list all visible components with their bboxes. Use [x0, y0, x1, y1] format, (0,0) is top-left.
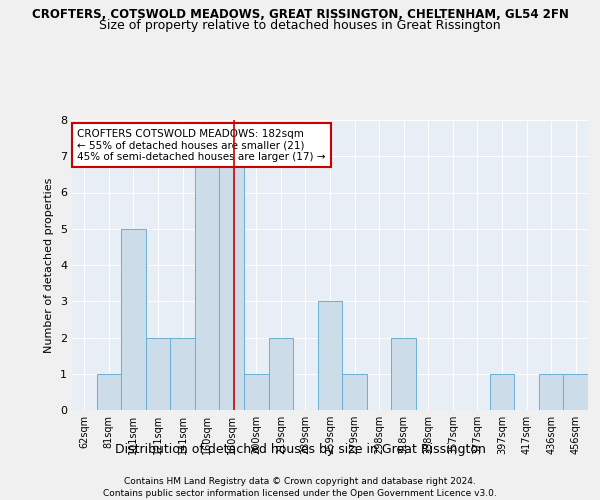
Bar — [97, 374, 121, 410]
Bar — [170, 338, 195, 410]
Bar — [220, 156, 244, 410]
Bar — [318, 301, 342, 410]
Text: Contains HM Land Registry data © Crown copyright and database right 2024.: Contains HM Land Registry data © Crown c… — [124, 478, 476, 486]
Bar — [269, 338, 293, 410]
Bar — [563, 374, 588, 410]
Bar — [146, 338, 170, 410]
Bar — [342, 374, 367, 410]
Bar — [244, 374, 269, 410]
Bar — [539, 374, 563, 410]
Bar — [490, 374, 514, 410]
Bar — [195, 156, 220, 410]
Text: CROFTERS COTSWOLD MEADOWS: 182sqm
← 55% of detached houses are smaller (21)
45% : CROFTERS COTSWOLD MEADOWS: 182sqm ← 55% … — [77, 128, 326, 162]
Bar — [121, 229, 146, 410]
Bar — [391, 338, 416, 410]
Text: Contains public sector information licensed under the Open Government Licence v3: Contains public sector information licen… — [103, 489, 497, 498]
Text: Size of property relative to detached houses in Great Rissington: Size of property relative to detached ho… — [99, 18, 501, 32]
Text: CROFTERS, COTSWOLD MEADOWS, GREAT RISSINGTON, CHELTENHAM, GL54 2FN: CROFTERS, COTSWOLD MEADOWS, GREAT RISSIN… — [32, 8, 568, 20]
Text: Distribution of detached houses by size in Great Rissington: Distribution of detached houses by size … — [115, 442, 485, 456]
Y-axis label: Number of detached properties: Number of detached properties — [44, 178, 55, 352]
